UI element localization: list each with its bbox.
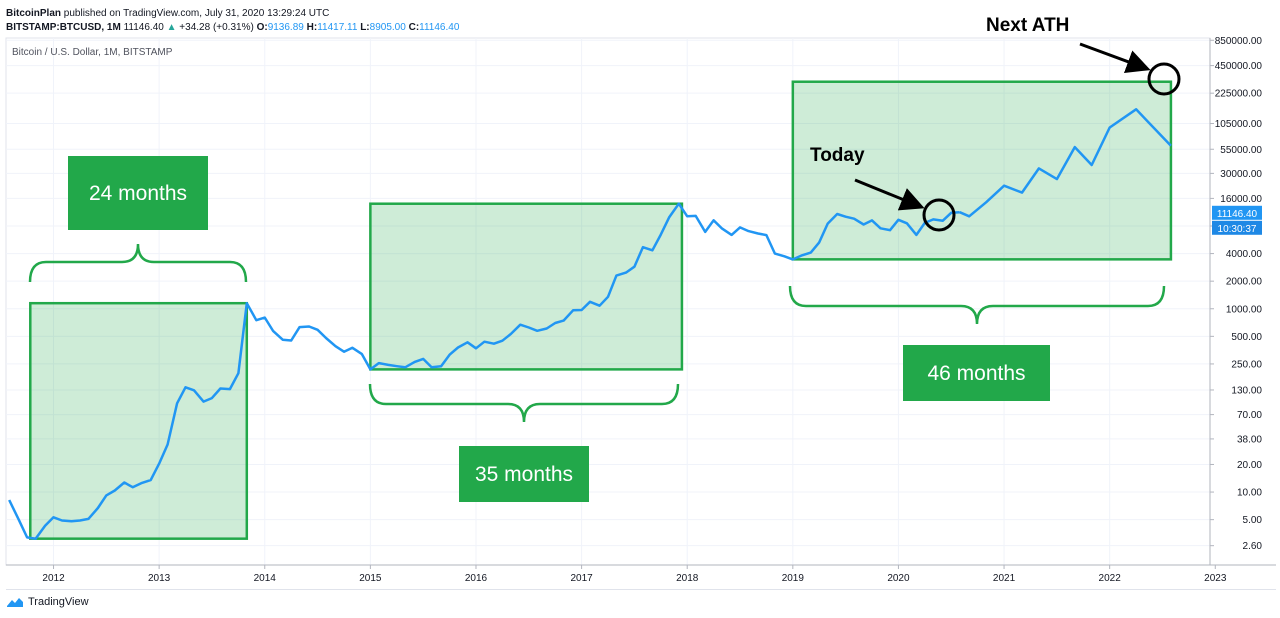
plot-area [5, 37, 1211, 566]
label-35-months-box [459, 446, 589, 502]
high-label: H: [306, 22, 318, 33]
price-badge-label: 11146.40 [1217, 209, 1258, 220]
today-label: Today [810, 145, 865, 166]
publisher-line: BitcoinPlan published on TradingView.com… [6, 8, 329, 19]
high-value: 11417.11 [317, 22, 358, 33]
y-tick-label: 850000.00 [1215, 36, 1263, 47]
y-tick-label: 20.00 [1237, 460, 1262, 471]
x-tick-label: 2012 [42, 573, 65, 584]
publisher-name[interactable]: BitcoinPlan [6, 8, 62, 19]
y-tick-label: 30000.00 [1220, 169, 1262, 180]
change-arrow-icon: ▲ [166, 22, 177, 33]
next-ath-label: Next ATH [986, 15, 1069, 36]
y-tick-label: 55000.00 [1220, 145, 1262, 156]
label-35-months: 35 months [475, 463, 573, 486]
open-label: O: [256, 22, 268, 33]
close-value: 11146.40 [419, 22, 460, 33]
y-tick-label: 105000.00 [1215, 119, 1263, 130]
label-46-months: 46 months [927, 362, 1025, 385]
x-tick-label: 2020 [887, 573, 910, 584]
x-tick-label: 2013 [148, 573, 171, 584]
today-circle [922, 198, 956, 232]
x-tick-label: 2018 [676, 573, 699, 584]
label-24-months-box [68, 156, 208, 230]
y-tick-label: 225000.00 [1215, 89, 1263, 100]
symbol: BITSTAMP:BTCUSD, 1M [6, 22, 121, 33]
y-tick-label: 16000.00 [1220, 194, 1262, 205]
y-tick-label: 5.00 [1243, 515, 1263, 526]
y-tick-label: 1000.00 [1226, 304, 1263, 315]
open-value: 9136.89 [267, 22, 304, 33]
next-ath-arrow [1079, 42, 1151, 74]
y-tick-label: 250.00 [1231, 359, 1262, 370]
highlight-box [29, 301, 249, 540]
price-badge [1212, 205, 1262, 220]
brace-24-months [28, 243, 248, 283]
price-change: +34.28 (+0.31%) [179, 22, 254, 33]
y-tick-label: 10.00 [1237, 488, 1262, 499]
low-value: 8905.00 [369, 22, 406, 33]
x-tick-label: 2016 [465, 573, 488, 584]
x-tick-label: 2014 [254, 573, 277, 584]
tradingview-logo-icon [7, 598, 23, 607]
next-ath-circle [1147, 62, 1181, 96]
tradingview-brand[interactable]: TradingView [6, 596, 89, 608]
brace-46-months [788, 285, 1166, 325]
y-tick-label: 2.60 [1243, 541, 1263, 552]
highlight-box [791, 80, 1173, 261]
brace-35-months [368, 383, 680, 423]
brand-name: TradingView [28, 596, 89, 608]
y-tick-label: 500.00 [1231, 332, 1262, 343]
today-arrow [854, 178, 925, 211]
x-tick-label: 2023 [1204, 573, 1227, 584]
footer-divider [6, 589, 1276, 590]
x-tick-label: 2015 [359, 573, 382, 584]
x-tick-label: 2021 [993, 573, 1016, 584]
y-tick-label: 450000.00 [1215, 61, 1263, 72]
y-tick-label: 2000.00 [1226, 277, 1263, 288]
last-price: 11146.40 [123, 22, 164, 33]
chart-title: Bitcoin / U.S. Dollar, 1M, BITSTAMP [12, 47, 173, 58]
label-46-months-box [903, 345, 1050, 401]
label-24-months: 24 months [89, 182, 187, 205]
x-tick-label: 2022 [1099, 573, 1122, 584]
projection-line [959, 108, 1172, 218]
x-tick-label: 2019 [782, 573, 805, 584]
price-line [8, 202, 960, 540]
time-badge [1212, 220, 1262, 235]
y-tick-label: 130.00 [1231, 385, 1262, 396]
highlight-box [369, 202, 684, 371]
published-text: published on TradingView.com, July 31, 2… [63, 8, 330, 19]
y-tick-label: 4000.00 [1226, 249, 1263, 260]
close-label: C: [408, 22, 420, 33]
y-tick-label: 70.00 [1237, 410, 1262, 421]
time-badge-label: 10:30:37 [1218, 224, 1257, 235]
low-label: L: [360, 22, 370, 33]
x-tick-label: 2017 [570, 573, 593, 584]
y-tick-label: 38.00 [1237, 434, 1262, 445]
ohlc-line: BITSTAMP:BTCUSD, 1M 11146.40 ▲ +34.28 (+… [6, 22, 459, 33]
